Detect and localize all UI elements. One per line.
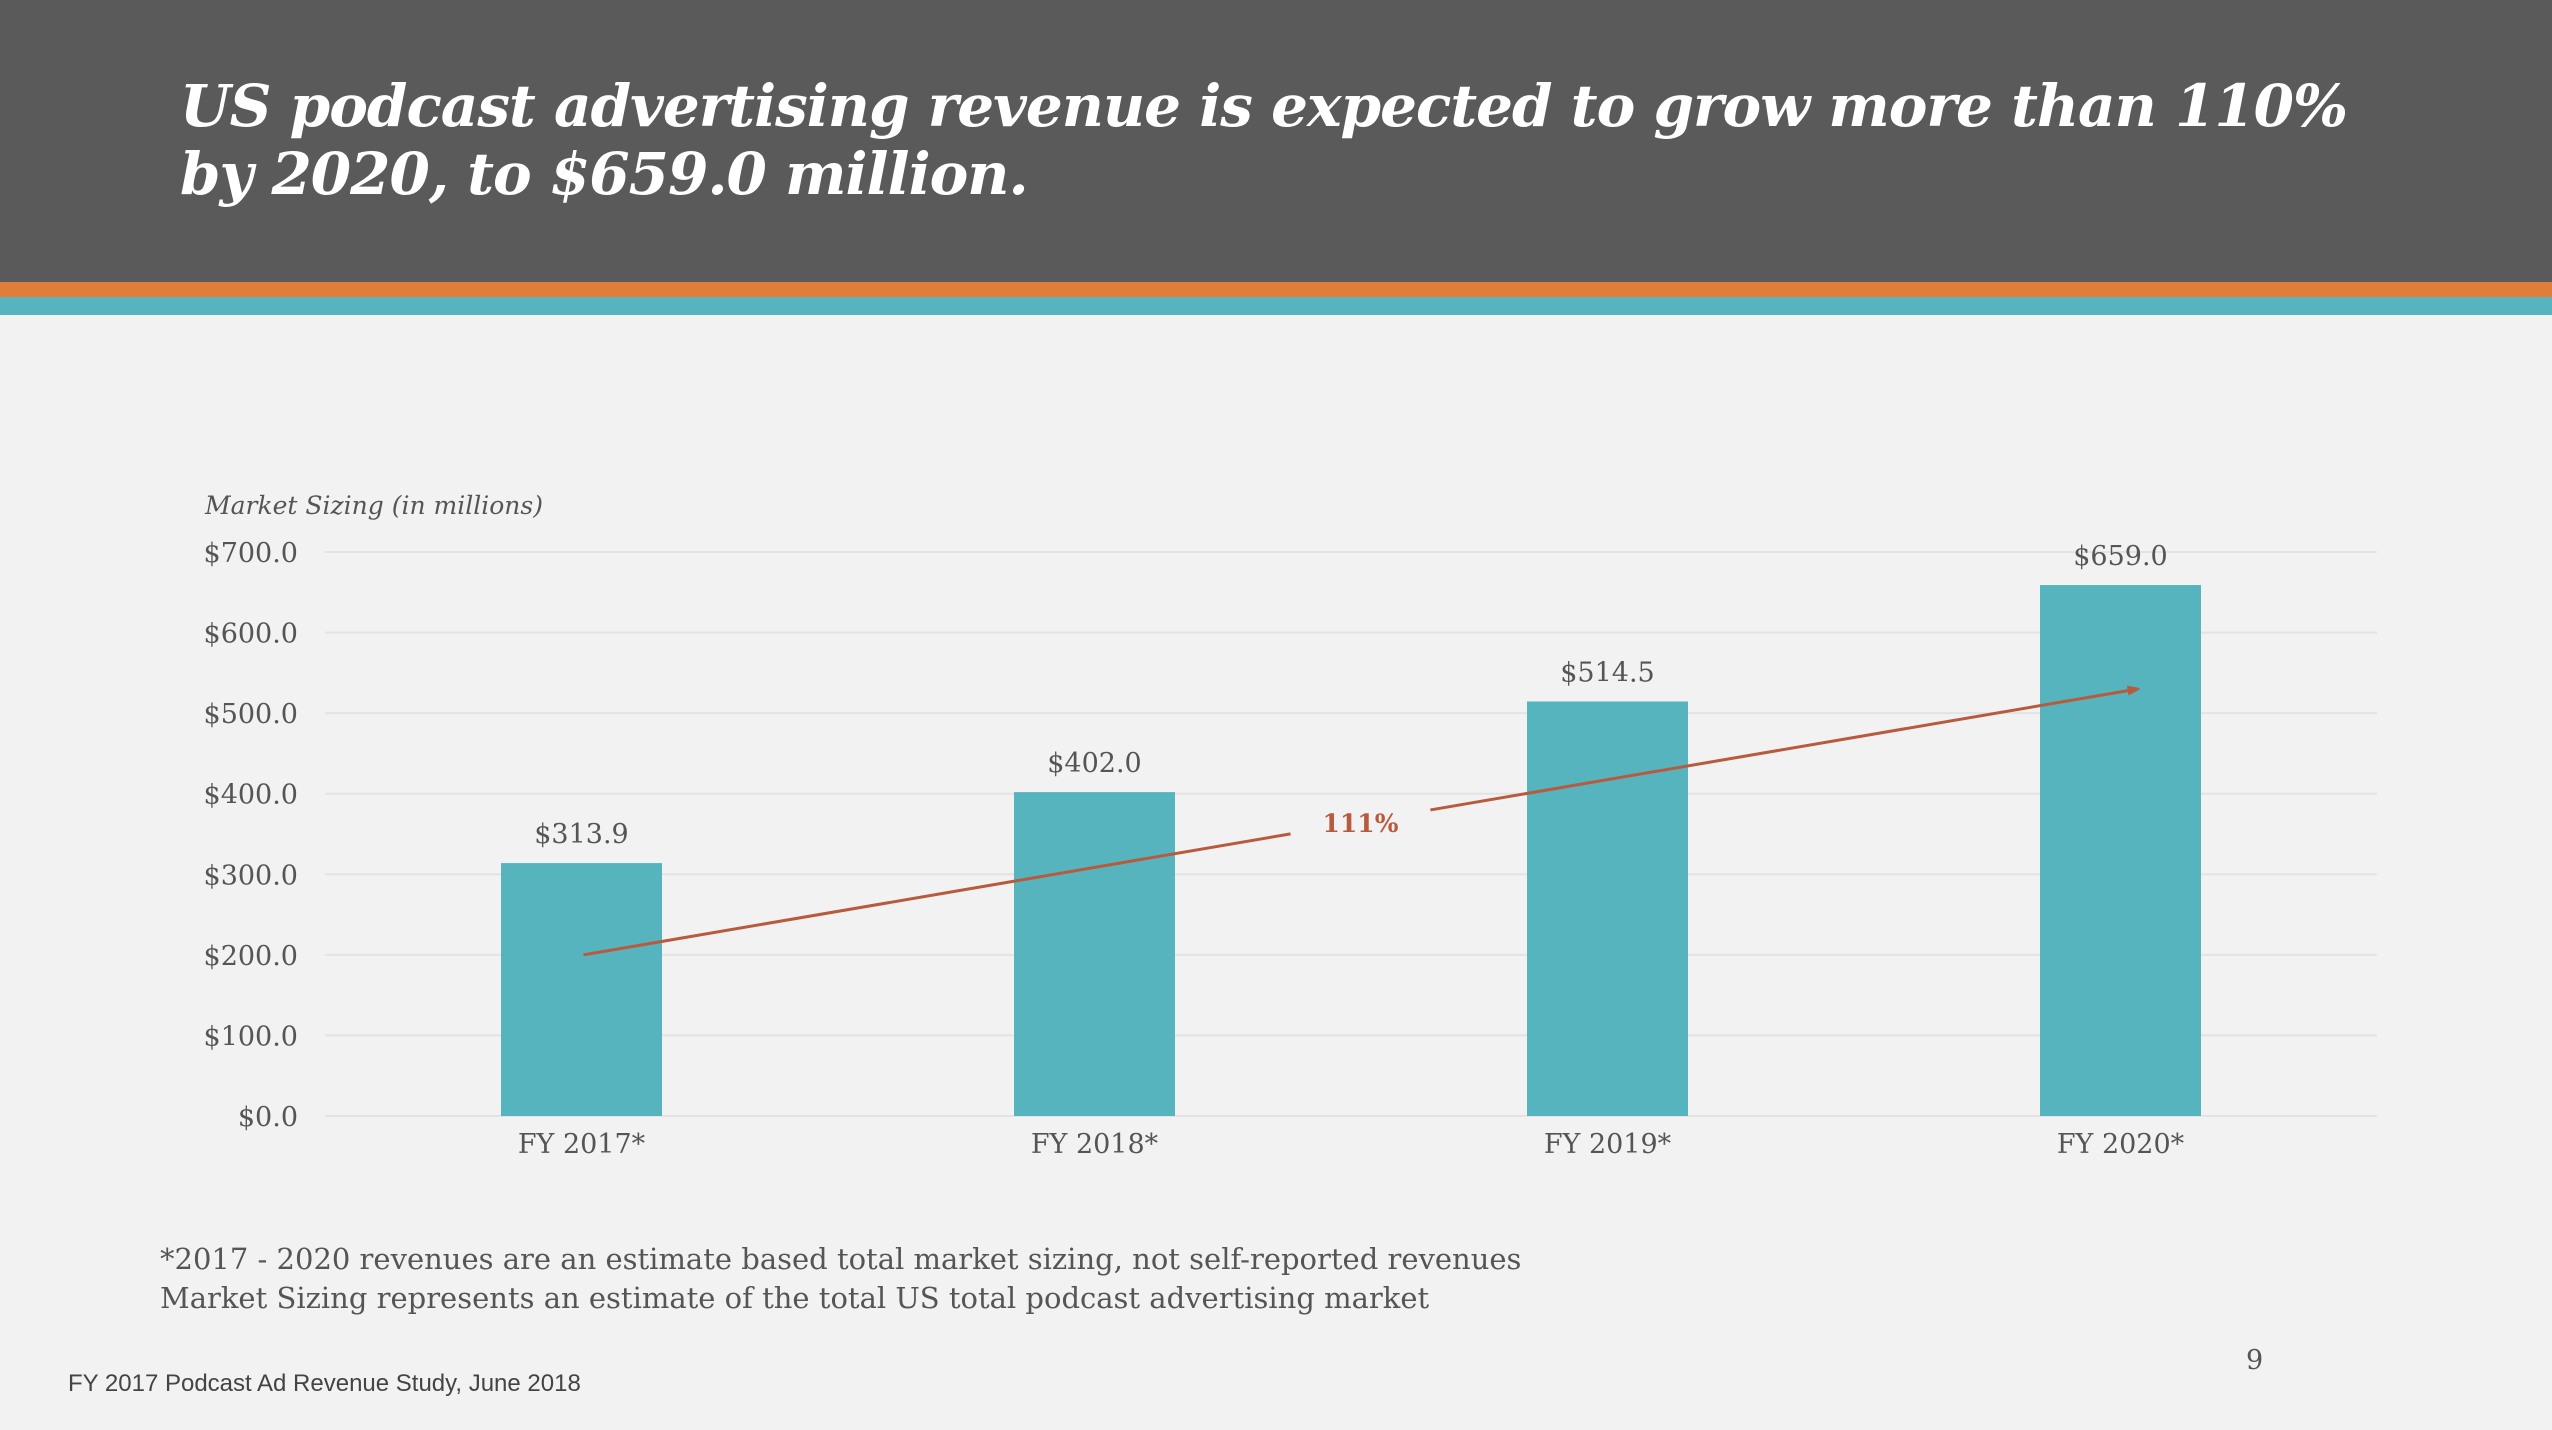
x-tick-label: FY 2018* — [1031, 1129, 1159, 1160]
y-tick-label: $500.0 — [204, 699, 298, 730]
footnote-estimate: *2017 - 2020 revenues are an estimate ba… — [160, 1242, 1522, 1276]
slide-title: US podcast advertising revenue is expect… — [180, 72, 2348, 208]
y-axis-title: Market Sizing (in millions) — [204, 491, 543, 520]
x-tick-label: FY 2017* — [518, 1129, 646, 1160]
bar — [1527, 701, 1688, 1116]
data-label: $402.0 — [1047, 748, 1141, 779]
data-label: $514.5 — [1560, 657, 1654, 688]
bar — [501, 863, 662, 1116]
y-tick-label: $400.0 — [204, 780, 298, 811]
growth-arrow-head-segment — [1430, 689, 2137, 812]
data-label: $313.9 — [534, 819, 628, 850]
growth-label: 111% — [1323, 809, 1399, 838]
accent-stripe-teal — [0, 297, 2552, 315]
slide-header: US podcast advertising revenue is expect… — [0, 0, 2552, 282]
footnote-market-sizing: Market Sizing represents an estimate of … — [160, 1281, 1430, 1315]
growth-arrow-segment — [583, 832, 1291, 957]
bar — [1014, 792, 1175, 1116]
y-tick-label: $0.0 — [238, 1102, 298, 1133]
footnotes: *2017 - 2020 revenues are an estimate ba… — [160, 1240, 1521, 1318]
y-tick-label: $600.0 — [204, 619, 298, 650]
y-tick-label: $300.0 — [204, 860, 298, 891]
y-tick-label: $700.0 — [204, 538, 298, 569]
bar-chart: Market Sizing (in millions) $0.0 $100.0 $20… — [204, 491, 2377, 1160]
source-citation: FY 2017 Podcast Ad Revenue Study, June 2… — [68, 1370, 581, 1397]
y-tick-label: $100.0 — [204, 1021, 298, 1052]
x-tick-label: FY 2019* — [1544, 1129, 1672, 1160]
data-label: $659.0 — [2073, 541, 2167, 572]
bar — [2040, 585, 2201, 1116]
page-number: 9 — [2246, 1345, 2264, 1376]
x-tick-label: FY 2020* — [2057, 1129, 2185, 1160]
y-tick-label: $200.0 — [204, 941, 298, 972]
accent-stripe-orange — [0, 282, 2552, 297]
